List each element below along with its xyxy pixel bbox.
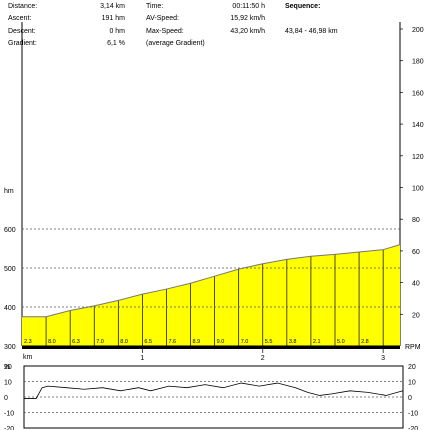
right-tick-label: 100 [412,186,424,193]
descent-value: 0 hm [109,28,125,35]
right-tick-label: 180 [412,59,424,66]
segment-gradient-label: 6.3 [72,339,80,345]
right-tick-label: 200 [412,27,424,34]
gradient-y-tick-label: 20 [4,364,12,371]
right-tick-label: 40 [412,281,420,288]
segment-gradient-label: 8.0 [48,339,56,345]
right-tick-label: 140 [412,122,424,129]
elevation-line [22,244,401,318]
gradient-y-tick-label: -20 [4,426,14,430]
y-axis-label: hm [4,188,14,195]
elevation-area [22,244,400,346]
x-tick-label: 3 [381,355,385,362]
maxspeed-value: 43,20 km/h [230,28,265,35]
right-tick-label: 60 [412,249,420,256]
right-tick-label: 20 [412,312,420,319]
segment-gradient-label: 9.0 [217,339,225,345]
gradient-right-tick-label: 20 [408,364,416,371]
avspeed-value: 15,92 km/h [230,15,265,22]
segment-gradient-label: 8.9 [193,339,201,345]
segment-gradient-label: 7.0 [96,339,104,345]
segment-gradient-label: 2.3 [24,339,32,345]
segment-gradient-label: 3.8 [289,339,297,345]
x-tick-label: 1 [140,355,144,362]
segment-gradient-label: 6.5 [144,339,152,345]
rpm-axis-label: RPM [405,344,421,351]
segment-gradient-label: 7.6 [168,339,176,345]
y-tick-label: 500 [4,266,16,273]
time-value: 00:11:50 h [232,3,265,10]
x-axis-label: km [23,354,33,361]
gradient-y-tick-label: 0 [4,395,8,402]
time-label: Time: [146,3,164,10]
gradient-y-tick-label: 10 [4,380,12,387]
distance-label: Distance: [8,3,38,10]
segment-gradient-label: 5.0 [337,339,345,345]
right-tick-label: 160 [412,90,424,97]
x-tick-label: 2 [261,355,265,362]
segment-gradient-label: 8.0 [120,339,128,345]
y-tick-label: 300 [4,344,16,351]
y-tick-label: 600 [4,227,16,234]
sequence-value: 43,84 - 46,98 km [285,28,338,35]
segment-gradient-label: 2.8 [361,339,369,345]
gradient-right-tick-label: 0 [408,395,412,402]
distance-value: 3,14 km [100,3,125,10]
maxspeed-label: Max-Speed: [146,28,184,35]
avg-gradient-note: (average Gradient) [146,40,205,47]
avspeed-label: AV-Speed: [146,15,179,22]
right-tick-label: 80 [412,217,420,224]
segment-gradient-label: 2.1 [313,339,321,345]
gradient-right-tick-label: -10 [408,411,418,418]
sequence-label: Sequence: [285,3,321,10]
ascent-label: Ascent: [8,15,32,22]
gradient-right-tick-label: 10 [408,380,416,387]
y-tick-label: 400 [4,305,16,312]
segment-gradient-label: 5.5 [265,339,273,345]
gradient-line [24,382,404,399]
gradient-y-axis-label: % [4,364,10,371]
segment-gradient-label: 7.0 [241,339,249,345]
x-axis-bar [22,346,400,349]
right-tick-label: 120 [412,154,424,161]
gradient-right-tick-label: -20 [408,426,418,430]
gradient-y-tick-label: -10 [4,411,14,418]
gradient-value: 6,1 % [107,40,125,47]
ascent-value: 191 hm [101,15,125,22]
